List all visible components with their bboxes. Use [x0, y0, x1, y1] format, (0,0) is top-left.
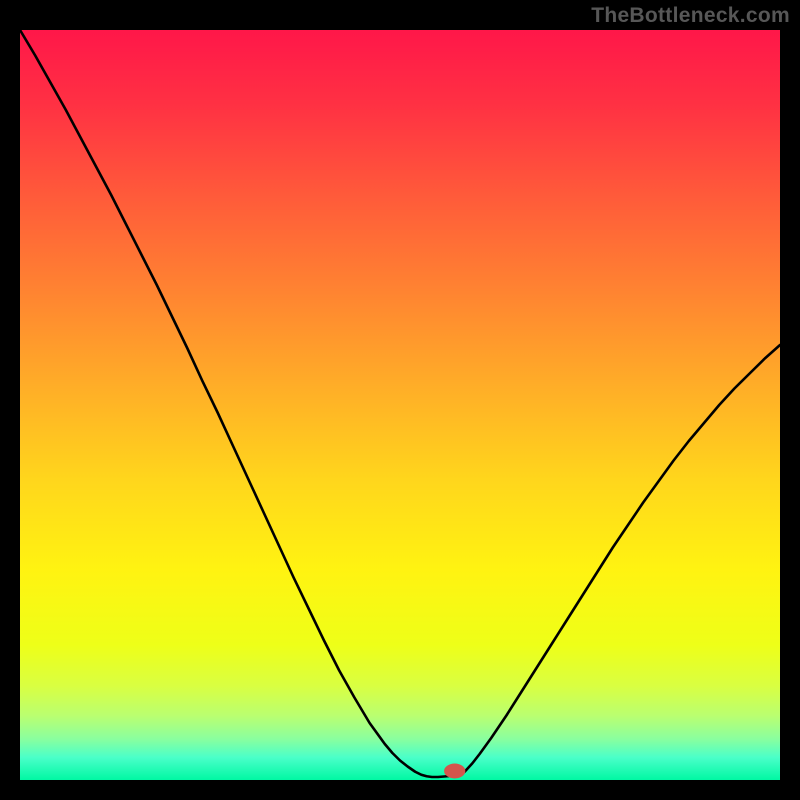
gradient-background [20, 30, 780, 780]
plot-svg [20, 30, 780, 780]
plot-area [20, 30, 780, 780]
chart-frame: TheBottleneck.com [0, 0, 800, 800]
watermark-text: TheBottleneck.com [591, 4, 790, 28]
minimum-marker [444, 764, 465, 779]
